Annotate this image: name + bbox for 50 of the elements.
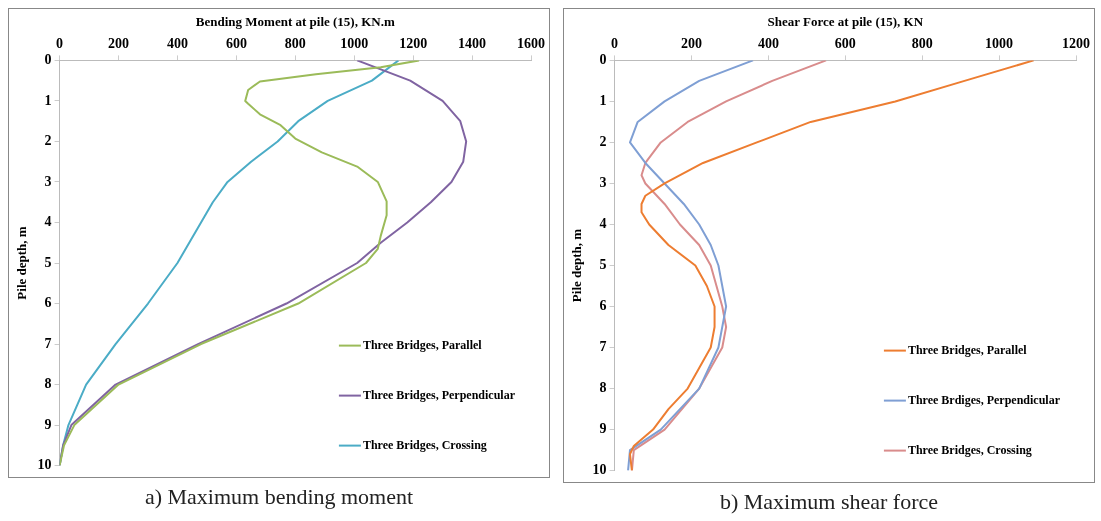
x-tick-label: 1000	[340, 35, 369, 51]
x-tick-label: 400	[166, 35, 188, 51]
legend-label: Three Bridges, Crossing	[907, 442, 1032, 457]
y-tick-label: 2	[44, 133, 52, 149]
y-axis-title: Pile depth, m	[569, 228, 585, 303]
y-tick-label: 3	[44, 173, 52, 189]
x-tick-label: 1400	[458, 35, 487, 51]
y-tick-label: 7	[44, 335, 52, 351]
y-tick-label: 5	[599, 257, 607, 273]
y-tick-label: 10	[592, 462, 607, 478]
x-tick-label: 0	[56, 35, 64, 51]
text: a) Maximum bending moment	[143, 484, 415, 510]
legend-label: Three Bridges, Crossing	[362, 437, 487, 452]
y-tick-label: 0	[44, 52, 52, 68]
y-axis-title: Pile depth, m	[14, 226, 30, 300]
legend-label: Three Bridges, Perpendicular	[362, 387, 516, 402]
y-tick-label: 1	[599, 93, 607, 109]
legend-label: Three Bridges, Parallel	[362, 337, 483, 352]
y-tick-label: 5	[44, 254, 52, 270]
y-tick-label: 9	[44, 416, 52, 432]
x-tick-label: 0	[611, 35, 619, 51]
x-tick-label: 1200	[1062, 35, 1090, 51]
x-tick-label: 400	[757, 35, 779, 51]
y-tick-label: 6	[599, 298, 607, 314]
y-tick-label: 6	[44, 295, 52, 311]
y-tick-label: 8	[599, 380, 607, 396]
x-tick-label: 1000	[985, 35, 1014, 51]
y-tick-label: 9	[599, 421, 607, 437]
y-tick-label: 4	[599, 216, 607, 232]
legend-label: Three Brdiges, Perpendicular	[907, 392, 1061, 407]
legend-label: Three Bridges, Parallel	[907, 342, 1028, 357]
y-tick-label: 1	[44, 92, 52, 108]
y-tick-label: 7	[599, 339, 607, 355]
y-tick-label: 3	[599, 175, 607, 191]
x-tick-label: 600	[834, 35, 856, 51]
x-axis-title: Bending Moment at pile (15), KN.m	[195, 14, 395, 30]
y-tick-label: 4	[44, 214, 52, 230]
x-tick-label: 200	[108, 35, 130, 51]
x-tick-label: 800	[911, 35, 933, 51]
y-tick-label: 0	[599, 52, 607, 68]
y-tick-label: 8	[44, 376, 52, 392]
x-tick-label: 600	[225, 35, 247, 51]
y-tick-label: 10	[37, 457, 52, 473]
text: b) Maximum shear force	[718, 489, 940, 515]
x-tick-label: 1200	[399, 35, 428, 51]
x-axis-title: Shear Force at pile (15), KN	[767, 14, 924, 30]
x-tick-label: 1600	[517, 35, 545, 51]
x-tick-label: 800	[284, 35, 306, 51]
x-tick-label: 200	[681, 35, 702, 51]
y-tick-label: 2	[599, 134, 607, 150]
